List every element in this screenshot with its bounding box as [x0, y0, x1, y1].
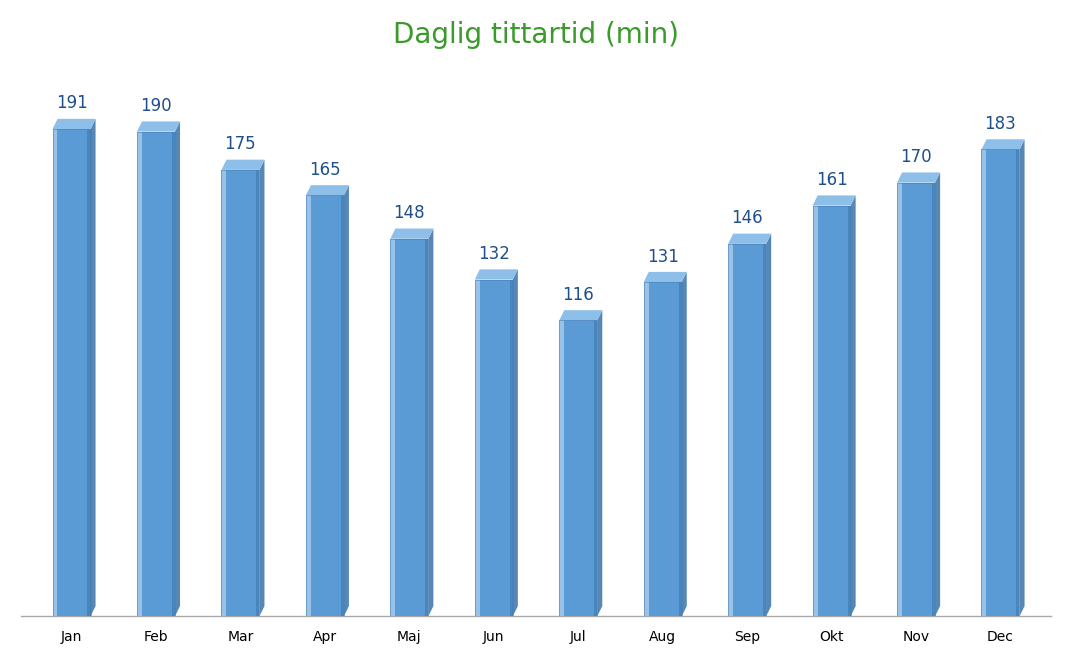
Polygon shape: [897, 183, 935, 616]
Polygon shape: [813, 196, 855, 205]
Polygon shape: [560, 321, 564, 616]
Polygon shape: [172, 132, 175, 616]
Polygon shape: [475, 279, 479, 616]
Polygon shape: [897, 183, 902, 616]
Polygon shape: [137, 132, 142, 616]
Polygon shape: [982, 150, 1019, 616]
Polygon shape: [763, 244, 766, 616]
Text: 116: 116: [563, 286, 594, 304]
Polygon shape: [897, 172, 940, 183]
Polygon shape: [390, 229, 433, 239]
Polygon shape: [813, 205, 850, 616]
Polygon shape: [426, 239, 429, 616]
Polygon shape: [53, 119, 95, 129]
Polygon shape: [137, 132, 175, 616]
Polygon shape: [982, 139, 1025, 150]
Polygon shape: [1016, 150, 1019, 616]
Polygon shape: [90, 119, 95, 616]
Polygon shape: [728, 233, 771, 244]
Polygon shape: [390, 239, 396, 616]
Polygon shape: [643, 272, 687, 282]
Polygon shape: [259, 160, 265, 616]
Polygon shape: [766, 233, 771, 616]
Text: 165: 165: [309, 161, 341, 179]
Title: Daglig tittartid (min): Daglig tittartid (min): [393, 21, 679, 49]
Polygon shape: [306, 185, 348, 196]
Polygon shape: [850, 196, 855, 616]
Polygon shape: [341, 196, 344, 616]
Polygon shape: [256, 170, 259, 616]
Polygon shape: [982, 150, 986, 616]
Polygon shape: [594, 321, 597, 616]
Text: 161: 161: [816, 171, 848, 189]
Polygon shape: [560, 310, 602, 321]
Polygon shape: [137, 122, 180, 132]
Text: 175: 175: [225, 135, 256, 154]
Polygon shape: [222, 170, 226, 616]
Polygon shape: [344, 185, 348, 616]
Polygon shape: [935, 172, 940, 616]
Text: 170: 170: [900, 148, 932, 166]
Text: 191: 191: [56, 94, 88, 112]
Polygon shape: [597, 310, 602, 616]
Polygon shape: [475, 269, 518, 279]
Polygon shape: [848, 205, 850, 616]
Polygon shape: [509, 279, 512, 616]
Polygon shape: [475, 279, 512, 616]
Polygon shape: [88, 129, 90, 616]
Polygon shape: [306, 196, 311, 616]
Polygon shape: [679, 282, 682, 616]
Polygon shape: [643, 282, 682, 616]
Text: 190: 190: [140, 97, 172, 115]
Text: 146: 146: [731, 209, 763, 227]
Polygon shape: [222, 170, 259, 616]
Polygon shape: [728, 244, 733, 616]
Polygon shape: [1019, 139, 1025, 616]
Polygon shape: [932, 183, 935, 616]
Text: 183: 183: [984, 115, 1016, 133]
Polygon shape: [306, 196, 344, 616]
Text: 131: 131: [646, 247, 679, 265]
Polygon shape: [682, 272, 687, 616]
Polygon shape: [728, 244, 766, 616]
Text: 132: 132: [478, 245, 509, 263]
Polygon shape: [175, 122, 180, 616]
Polygon shape: [813, 205, 818, 616]
Polygon shape: [390, 239, 429, 616]
Polygon shape: [53, 129, 90, 616]
Polygon shape: [560, 321, 597, 616]
Polygon shape: [429, 229, 433, 616]
Polygon shape: [222, 160, 265, 170]
Text: 148: 148: [393, 204, 426, 222]
Polygon shape: [53, 129, 58, 616]
Polygon shape: [512, 269, 518, 616]
Polygon shape: [643, 282, 649, 616]
